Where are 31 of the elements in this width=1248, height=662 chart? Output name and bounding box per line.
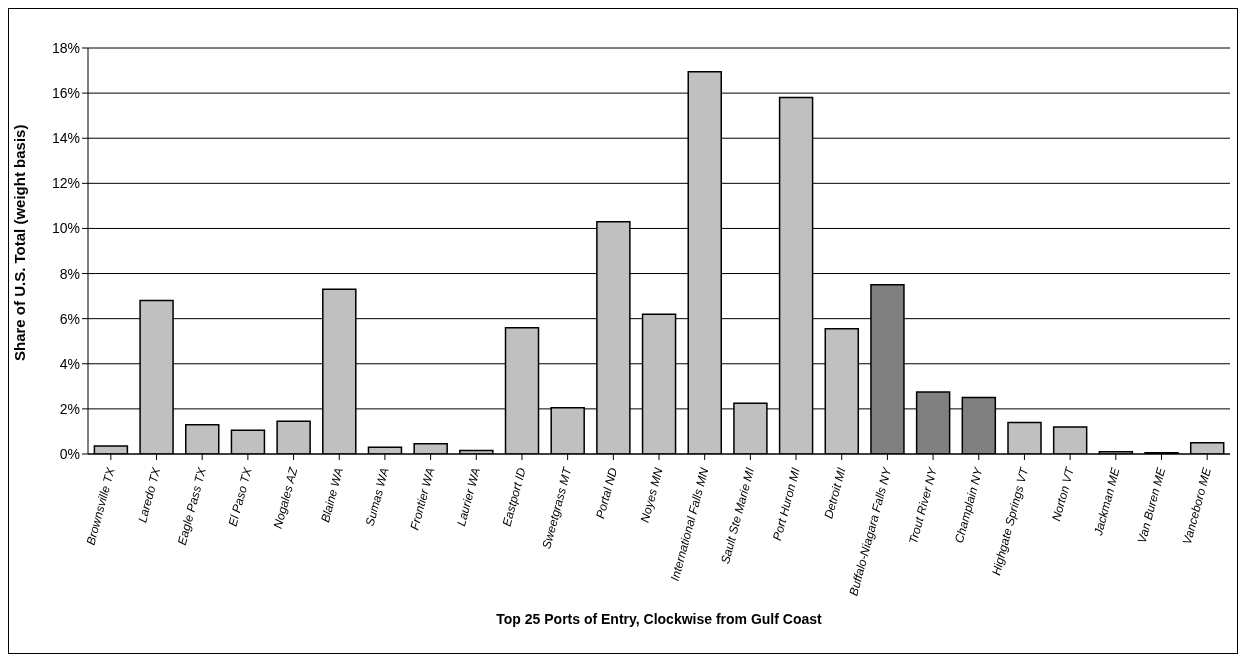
x-tick-label: Noyes MN bbox=[637, 465, 666, 524]
x-tick-label: Norton VT bbox=[1049, 464, 1078, 523]
x-tick-label: Laurier WA bbox=[454, 466, 484, 528]
x-tick-label: Eastport ID bbox=[499, 465, 529, 528]
x-tick-label: El Paso TX bbox=[225, 465, 255, 528]
y-tick-label: 0% bbox=[59, 445, 80, 462]
y-tick-label: 8% bbox=[59, 265, 80, 282]
x-tick-label: Jackman ME bbox=[1090, 465, 1123, 538]
x-tick-label: Blaine WA bbox=[318, 466, 346, 524]
x-tick-label: Sault Ste Marie MI bbox=[718, 465, 758, 566]
x-tick-label: Highgate Springs VT bbox=[989, 464, 1032, 577]
y-tick-label: 12% bbox=[51, 175, 80, 192]
x-tick-label: Port Huron MI bbox=[769, 465, 803, 542]
x-tick-label: Trout River NY bbox=[906, 465, 941, 546]
y-tick-label: 10% bbox=[51, 220, 80, 237]
y-tick-label: 14% bbox=[51, 130, 80, 147]
y-tick-label: 6% bbox=[59, 310, 80, 327]
x-tick-label: Detroit MI bbox=[821, 465, 849, 521]
y-tick-label: 2% bbox=[59, 400, 80, 417]
y-axis-title: Share of U.S. Total (weight basis) bbox=[11, 124, 29, 361]
x-tick-label: Portal ND bbox=[593, 465, 621, 521]
x-tick-label: Eagle Pass TX bbox=[174, 465, 210, 547]
x-tick-label: Frontier WA bbox=[407, 466, 438, 532]
x-tick-label: Laredo TX bbox=[135, 465, 164, 524]
x-tick-label: Nogales AZ bbox=[270, 465, 301, 530]
x-axis-title: Top 25 Ports of Entry, Clockwise from Gulf Coast bbox=[496, 611, 823, 627]
y-tick-label: 4% bbox=[59, 355, 80, 372]
x-tick-label: Van Buren ME bbox=[1134, 465, 1169, 545]
x-tick-label: Sumas WA bbox=[362, 466, 392, 528]
y-tick-label: 16% bbox=[51, 85, 80, 102]
y-tick-label: 18% bbox=[51, 39, 80, 56]
